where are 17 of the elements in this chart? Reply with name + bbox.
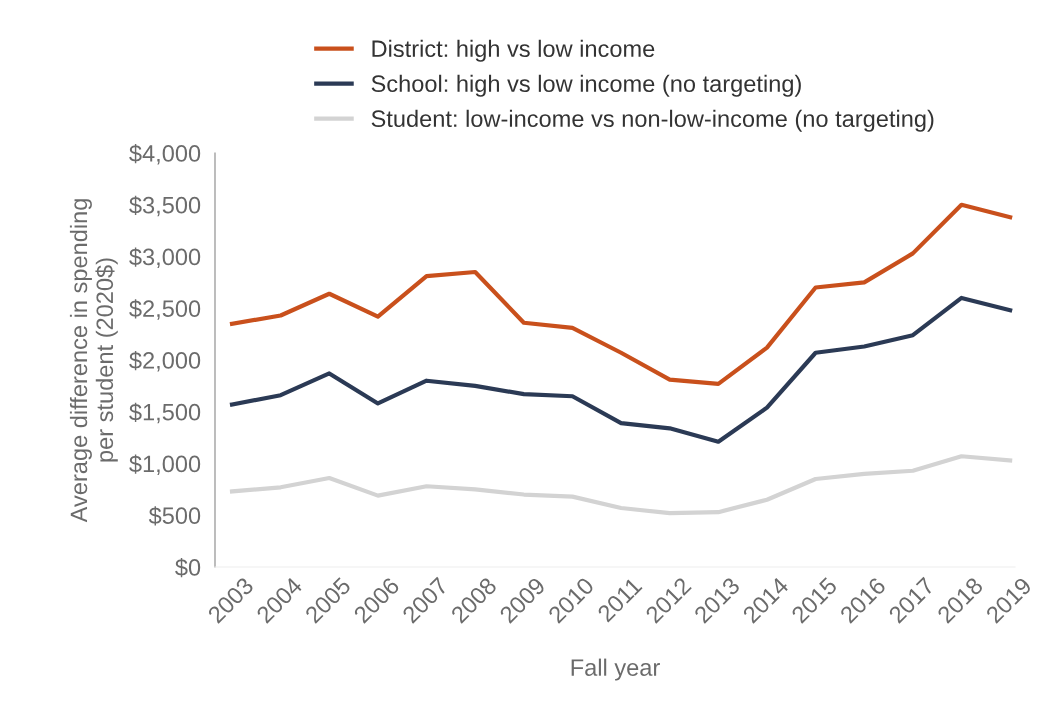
line-series [229,295,1013,444]
y-tick-label: $1,500 [129,402,201,424]
legend-label: District: high vs low income [372,39,655,62]
y-tick-label: $500 [148,506,201,526]
x-axis-title: Fall year [571,658,660,681]
y-tick-label: $3,000 [129,247,201,269]
line-series [229,202,1013,386]
y-tick-label: $2,500 [129,299,201,320]
y-tick-label: $0 [175,558,201,578]
legend-label: Student: low-income vs non-low-income (no targeting) [371,109,934,132]
line-series [229,454,1013,516]
y-axis-title: Average difference in spending per student (2020$) [69,199,118,523]
y-tick-label: $1,000 [129,454,201,476]
y-tick-label: $4,000 [129,144,201,165]
y-tick-label: $3,500 [129,195,201,217]
legend-label: School: high vs low income (no targeting) [371,74,801,97]
y-tick-label: $2,000 [129,351,201,372]
